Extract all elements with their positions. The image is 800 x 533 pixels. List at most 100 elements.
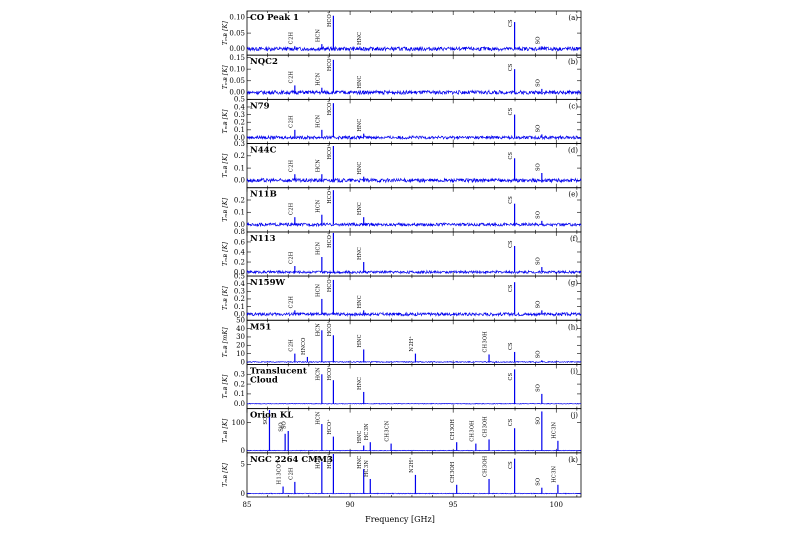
- y-axis-label: Tₘʙ [K]: [221, 197, 229, 221]
- spectrum-noise: [247, 492, 582, 495]
- spectrum-noise: [246, 449, 582, 452]
- line-label: SO: [535, 125, 541, 133]
- line-label: SiO: [279, 422, 285, 431]
- panel-title: M51: [250, 322, 271, 332]
- y-axis-label: Tₘʙ [K]: [221, 153, 229, 177]
- y-tick-label: 0.5: [234, 96, 245, 104]
- line-label: CH 3OH: [450, 419, 456, 441]
- y-tick-label: 0.5: [234, 272, 245, 280]
- line-label: SO: [535, 478, 541, 486]
- line-label: CS: [508, 19, 514, 27]
- line-label: HCO⁺: [327, 453, 333, 469]
- panel-title: Translucent: [250, 366, 307, 376]
- y-axis-label: Tₘʙ [mK]: [221, 327, 229, 358]
- line-label: HCO⁺: [327, 419, 333, 435]
- panel-i: 0.0 0.1 0.20.3 Tₘʙ [K] HCN HCO⁺ HNC CS SO Translu…: [221, 364, 582, 410]
- panel-frame: [246, 408, 582, 454]
- y-tick-label: 0.8: [234, 228, 245, 236]
- x-axis-label: Frequency [GHz]: [365, 515, 435, 524]
- line-label: HCO⁺: [327, 365, 333, 381]
- panel-frame: [246, 452, 582, 498]
- line-label: HNC: [357, 32, 363, 45]
- spectrum-noise: [246, 311, 582, 317]
- line-label: HCN: [315, 242, 321, 255]
- y-tick-label: 0.1: [234, 209, 245, 217]
- panel-title: N44C: [250, 146, 277, 156]
- panel-g: 0.00.10.20.30.40.5 Tₘʙ [K] C 2H HCN HCO⁺ HNC C…: [221, 272, 582, 321]
- panel-frame: [246, 187, 582, 233]
- y-tick-label: 0.1: [234, 303, 245, 311]
- spectrum-noise: [246, 360, 582, 364]
- line-label: HC 3N: [364, 423, 370, 440]
- line-label: HNC: [357, 75, 363, 88]
- line-label: HNC: [357, 334, 363, 347]
- x-tick-label: 100: [550, 501, 563, 509]
- line-label: C 2H: [288, 32, 294, 45]
- panel-letter: (e): [568, 191, 578, 199]
- spectrum-noise: [246, 221, 582, 228]
- panel-frame: [246, 231, 582, 277]
- line-label: C 2H: [288, 339, 294, 352]
- y-tick-label: 30: [236, 333, 245, 341]
- x-tick-label: 85: [243, 501, 252, 509]
- line-label: HNC: [357, 456, 363, 469]
- line-label: C 2H: [288, 202, 294, 215]
- line-label: CS: [508, 196, 514, 204]
- y-tick-label: 100: [232, 419, 245, 427]
- y-axis-label: Tₘʙ [K]: [221, 109, 229, 133]
- line-label: CS: [508, 107, 514, 115]
- line-label: HNC: [357, 202, 363, 215]
- y-tick-label: 0.2: [234, 196, 245, 204]
- line-label: CS: [508, 461, 514, 469]
- panel-letter: (c): [569, 102, 579, 110]
- line-label: H 1 3CO⁺: [277, 461, 283, 484]
- line-label: HNC: [357, 430, 363, 443]
- x-tick-label: 95: [449, 501, 458, 509]
- panel-title: Orion KL: [250, 411, 293, 421]
- y-tick-label: 0: [241, 447, 245, 455]
- panel-letter: (f): [570, 235, 578, 243]
- line-label: SO: [263, 417, 269, 425]
- line-label: N 2H⁺: [409, 457, 415, 473]
- y-tick-label: 40: [236, 325, 245, 333]
- y-tick-label: 0.2: [234, 295, 245, 303]
- line-label: SO: [535, 384, 541, 392]
- line-label: HC 3N: [364, 460, 370, 477]
- y-tick-label: 0.1: [234, 164, 245, 172]
- y-tick-label: 0.0: [234, 310, 245, 318]
- line-label: HCO⁺: [327, 276, 333, 292]
- line-label: SO: [535, 417, 541, 425]
- y-tick-label: 0.00: [229, 45, 245, 53]
- y-tick-label: 0.0: [234, 268, 245, 276]
- line-label: HC 3N: [551, 465, 557, 482]
- line-label: SO: [535, 301, 541, 309]
- line-label: CH 3CN: [385, 420, 391, 441]
- y-tick-label: 0.15: [229, 54, 245, 62]
- line-label: N 2H⁺: [409, 336, 415, 352]
- line-label: CH 3OH: [450, 461, 456, 483]
- y-tick-label: 0.10: [229, 14, 245, 22]
- y-tick-label: 0.0: [234, 221, 245, 229]
- line-label: HCN: [315, 114, 321, 127]
- line-label: CS: [508, 152, 514, 160]
- panel-letter: (j): [570, 412, 578, 420]
- y-tick-label: 0.4: [234, 248, 246, 256]
- y-tick-label: 50: [236, 317, 245, 325]
- line-label: SO: [535, 211, 541, 219]
- line-label: HCN: [315, 455, 321, 468]
- y-tick-label: 0: [241, 358, 245, 366]
- panel-letter: (g): [568, 279, 578, 287]
- line-label: C 2H: [288, 115, 294, 128]
- line-label: C 2H: [288, 467, 294, 480]
- line-label: HCN: [315, 29, 321, 42]
- panel-letter: (h): [568, 323, 578, 331]
- panel-c: 0.00.10.20.30.40.5 Tₘʙ [K] C 2H HCN HCO⁺ HNC C…: [221, 96, 582, 144]
- y-tick-label: 5: [241, 461, 245, 469]
- panel-title: NQC2: [250, 57, 278, 67]
- y-tick-label: 0.2: [234, 258, 245, 266]
- panel-letter: (d): [568, 147, 578, 155]
